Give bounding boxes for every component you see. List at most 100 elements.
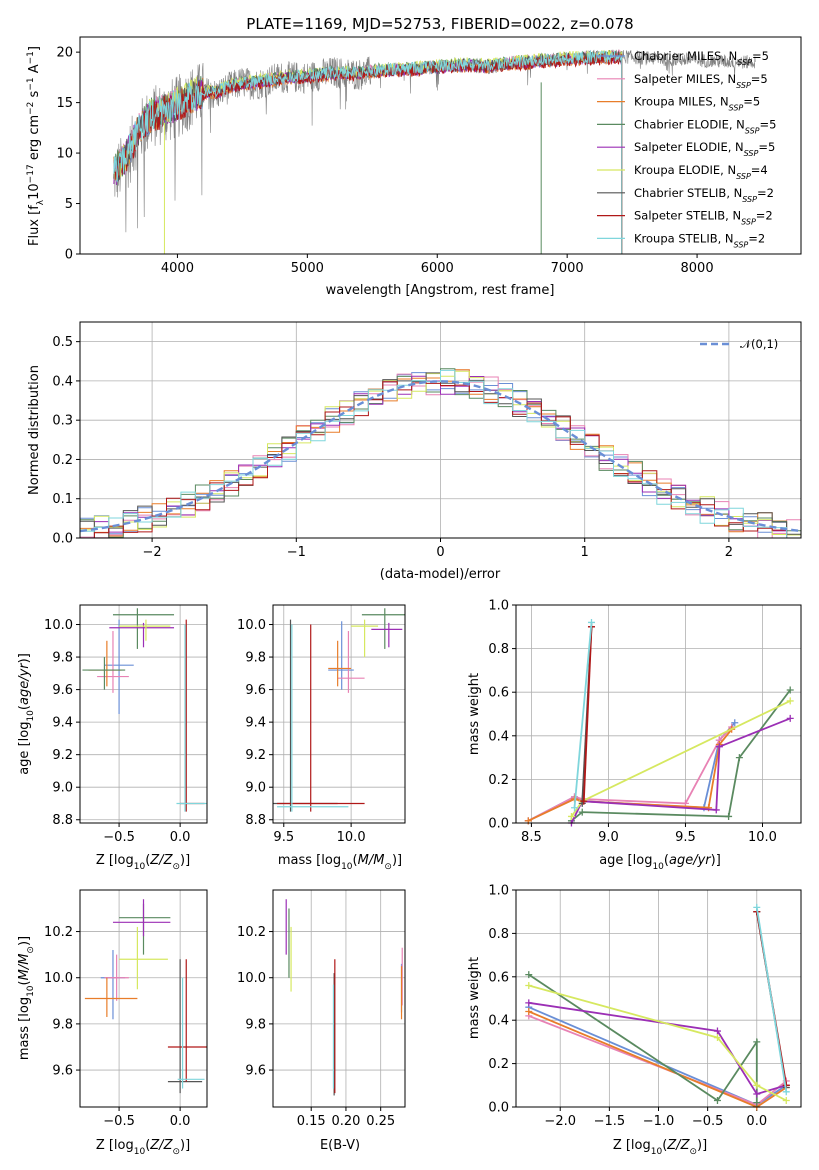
mass_vs_ebv-xtick-label-0: 0.15 [297,1114,326,1129]
age_vs_Z-ylabel: age [log10(age/yr)] [17,653,36,775]
mass_vs_ebv-xtick-label-2: 0.25 [366,1114,395,1129]
mass_vs_ebv-axes: 0.15 0.20 0.25 9.6 9.8 10.0 10.2 [237,890,405,1129]
weight_vs_Z-marker-4-0 [525,999,533,1007]
legend-label-4: Salpeter ELODIE, NSSP=5 [634,140,775,158]
mass_vs_Z-xtick-label-0: −0.5 [103,1114,135,1129]
weight_vs_Z-marker-3-1 [713,1096,721,1104]
weight_vs_Z-series-5 [528,984,787,1102]
age_vs_mass-frame [272,604,406,824]
weight_vs_age-marker-4-4 [786,714,794,722]
weight_vs_age-xtick-label-1: 9.0 [598,830,619,845]
spectrum-plot [113,49,756,254]
age_vs_mass-xlabel: mass [log10(M/M⊙)] [278,853,402,872]
weight_vs_Z-series-2 [528,1010,787,1109]
weight_vs_age-series-1 [527,726,733,822]
weight_vs_age-marker-3-1 [578,808,586,816]
weight_vs_age-marker-4-3 [715,743,723,751]
mass_vs_Z-ytick-label-0: 9.6 [52,1064,73,1079]
weight_vs_age-marker-7-0 [580,797,588,805]
spectrum-xtick-label-1: 5000 [291,261,324,276]
age_vs_mass-ytick-label-5: 9.8 [245,651,266,666]
legend-label-0: Chabrier MILES, NSSP=5 [634,49,769,67]
weight_vs_age-xtick-label-0: 8.5 [521,830,542,845]
residuals-xlabel: (data-model)/error [380,567,501,582]
age_vs_Z-ytick-label-4: 9.6 [52,683,73,698]
age_vs_Z-ytick-label-1: 9.0 [52,781,73,796]
weight_vs_age-ytick-label-1: 0.2 [488,773,509,788]
residuals-frame [79,321,802,539]
weight_vs_age-marker-3-2 [725,812,733,820]
weight_vs_Z-marker-3-2 [753,1038,761,1046]
weight_vs_Z-ytick-label-0: 0.0 [488,1101,509,1116]
weight_vs_Z-ylabel: mass weight [467,957,482,1039]
residuals-legend-label: 𝒩(0,1) [740,337,778,351]
spectrum-ytick-label-1: 5 [65,197,73,212]
residuals-ylabel: Normed distribution [27,365,42,495]
residuals-xtick-label-3: 1 [581,545,589,560]
residuals-ytick-label-4: 0.4 [52,374,73,389]
mass_vs_ebv-xlabel: E(B-V) [320,1138,360,1153]
age_vs_Z-ytick-label-2: 9.2 [52,748,73,763]
weight_vs_Z-marker-3-0 [525,971,533,979]
weight_vs_age-frame [515,604,802,824]
age_vs_mass-ytick-label-1: 9.0 [245,781,266,796]
mass_vs_Z-ytick-label-2: 10.0 [44,971,73,986]
weight_vs_age-marker-5-0 [567,812,575,820]
spectrum-ytick-label-2: 10 [56,147,73,162]
weight_vs_Z-marker-3-3 [753,1099,761,1107]
spectrum-ytick-label-4: 20 [56,46,73,61]
residuals-ytick-label-2: 0.2 [52,453,73,468]
spectrum-ylabel: Flux [fλ10−17 erg cm−2 s−1 A−1] [26,46,46,246]
mass_vs_ebv-xtick-label-1: 0.20 [331,1114,360,1129]
spectrum-model-line-8 [113,49,623,254]
weight_vs_age-plot [524,618,794,827]
weight_vs_age-ylabel: mass weight [467,673,482,755]
age_vs_Z-xtick-label-0: −0.5 [103,830,135,845]
weight_vs_age-ytick-label-2: 0.4 [488,729,509,744]
age_vs_Z-frame [79,604,208,824]
mass_vs_ebv-ytick-label-0: 9.6 [245,1064,266,1079]
residuals-normal-curve [79,380,802,533]
spectrum-axes: 4000 5000 6000 7000 8000 0 5 10 15 20 [56,46,713,276]
weight_vs_Z-marker-8-0 [753,903,761,911]
weight_vs_Z-axes: −2.0 −1.5 −1.0 −0.5 0.0 0.0 0.2 0.4 0.6 0.8 1.0 [488,884,801,1129]
figure-title: PLATE=1169, MJD=52753, FIBERID=0022, z=0… [246,15,633,33]
residuals-xtick-label-4: 2 [725,545,733,560]
weight_vs_Z-marker-8-1 [782,1088,790,1096]
age_vs_Z-ytick-label-6: 10.0 [44,618,73,633]
age_vs_mass-xtick-label-1: 10.0 [337,830,366,845]
weight_vs_Z-ytick-label-1: 0.2 [488,1057,509,1072]
weight_vs_age-marker-3-3 [735,754,743,762]
weight_vs_age-marker-5-2 [786,697,794,705]
weight_vs_Z-marker-5-3 [782,1096,790,1104]
spectrum-xtick-label-4: 8000 [681,261,714,276]
weight_vs_Z-frame [515,889,802,1108]
weight_vs_age-marker-4-2 [712,806,720,814]
weight_vs_Z-marker-5-2 [753,1081,761,1089]
spectrum-model-line-5 [113,49,623,254]
residuals-ytick-label-0: 0.0 [52,532,73,547]
weight_vs_age-axes: 8.5 9.0 9.5 10.0 0.0 0.2 0.4 0.6 0.8 1.0 [488,599,801,845]
weight_vs_Z-ytick-label-5: 1.0 [488,884,509,899]
mass_vs_ebv-ytick-label-2: 10.0 [237,971,266,986]
spectrum-xlabel: wavelength [Angstrom, rest frame] [326,283,555,298]
legend-label-7: Salpeter STELIB, NSSP=2 [634,209,773,227]
spectrum-frame [79,36,802,255]
weight_vs_age-xtick-label-3: 10.0 [748,830,777,845]
legend-label-8: Kroupa STELIB, NSSP=2 [634,231,765,249]
residuals-plot [79,368,802,539]
spectrum-ytick-label-0: 0 [65,248,73,263]
mass_vs_Z-ytick-label-3: 10.2 [44,925,73,940]
age_vs_mass-axes: 9.5 10.0 8.8 9.0 9.2 9.4 9.6 9.8 10.0 [237,605,405,845]
weight_vs_age-series-7 [582,626,593,802]
weight_vs_age-ytick-label-0: 0.0 [488,817,509,832]
spectrum-xtick-label-0: 4000 [161,261,194,276]
age_vs_Z-ytick-label-5: 9.8 [52,651,73,666]
age_vs_Z-plot [82,608,207,812]
weight_vs_Z-series-3 [528,973,758,1103]
legend-label-3: Chabrier ELODIE, NSSP=5 [634,117,776,135]
weight_vs_Z-ytick-label-3: 0.6 [488,970,509,985]
weight_vs_age-marker-0-5 [731,719,739,727]
age_vs_Z-xlabel: Z [log10(Z/Z⊙)] [96,853,190,872]
